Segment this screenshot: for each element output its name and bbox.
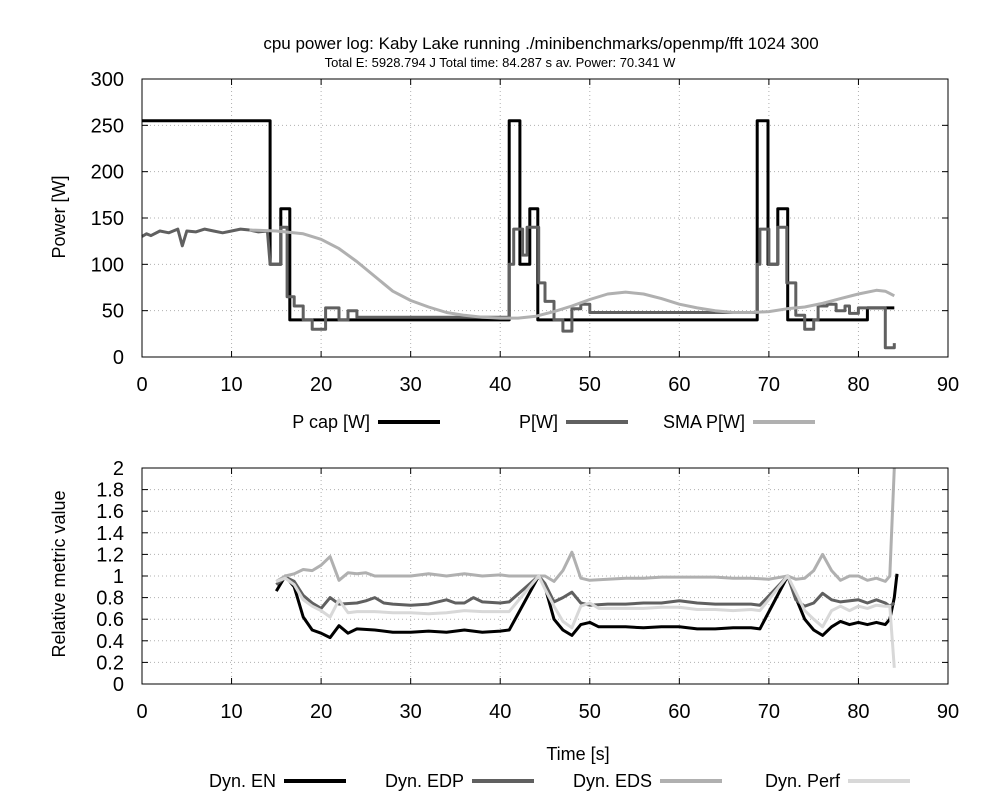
- metric-y-tick-label: 1: [113, 566, 124, 588]
- legend-label: Dyn. EDP: [385, 771, 464, 791]
- chart-subtitle: Total E: 5928.794 J Total time: 84.287 s…: [325, 55, 676, 70]
- metric-y-tick-label: 0.2: [96, 652, 124, 674]
- legend-label: SMA P[W]: [663, 412, 745, 432]
- metric-y-tick-label: 1.2: [96, 544, 124, 566]
- metric-series-dyn-eds: [275, 467, 896, 583]
- metric-x-tick-label: 90: [937, 701, 959, 723]
- power-series-p-cap-w: [142, 119, 895, 322]
- power-x-tick-label: 30: [400, 374, 422, 396]
- legend-label: Dyn. Perf: [765, 771, 841, 791]
- metric-y-tick-label: 0.6: [96, 609, 124, 631]
- power-legend: P cap [W] P[W] SMA P[W]: [292, 412, 815, 432]
- metric-series-dyn-en: [275, 573, 899, 640]
- power-series-p-w: [141, 225, 896, 350]
- power-x-tick-label: 0: [136, 374, 147, 396]
- metric-x-tick-label: 10: [220, 701, 242, 723]
- metric-x-tick-label: 20: [310, 701, 332, 723]
- power-series-sma-p-w: [249, 228, 895, 320]
- power-x-tick-label: 50: [579, 374, 601, 396]
- power-y-tick-label: 150: [91, 208, 124, 230]
- legend-label: Dyn. EDS: [573, 771, 652, 791]
- legend-label: Dyn. EN: [209, 771, 276, 791]
- legend-label: P cap [W]: [292, 412, 370, 432]
- power-chart: cpu power log: Kaby Lake running ./minib…: [49, 34, 959, 432]
- power-x-tick-label: 70: [758, 374, 780, 396]
- metric-series: [275, 467, 899, 668]
- metric-x-tick-label: 40: [489, 701, 511, 723]
- metric-x-tick-label: 60: [668, 701, 690, 723]
- metric-x-tick-label: 50: [579, 701, 601, 723]
- power-x-tick-label: 40: [489, 374, 511, 396]
- metric-legend: Dyn. EN Dyn. EDP Dyn. EDS Dyn. Perf: [209, 771, 910, 791]
- time-x-axis-label: Time [s]: [546, 744, 609, 764]
- metric-x-tick-label: 0: [136, 701, 147, 723]
- power-y-tick-label: 0: [113, 347, 124, 369]
- power-y-tick-label: 100: [91, 254, 124, 276]
- power-x-tick-label: 80: [847, 374, 869, 396]
- power-x-tick-label: 90: [937, 374, 959, 396]
- metric-series-dyn-edp: [275, 574, 896, 610]
- power-x-tick-label: 20: [310, 374, 332, 396]
- metric-y-tick-label: 1.8: [96, 480, 124, 502]
- metric-y-axis-label: Relative metric value: [49, 490, 69, 657]
- power-series: [141, 119, 896, 350]
- power-x-tick-label: 60: [668, 374, 690, 396]
- power-y-tick-label: 200: [91, 162, 124, 184]
- metric-y-tick-label: 0.4: [96, 631, 124, 653]
- power-x-tick-label: 10: [220, 374, 242, 396]
- metric-chart: Relative metric value Time [s] 0 10 20 30 40…: [49, 458, 959, 791]
- metric-grid: [142, 468, 948, 684]
- metric-y-tick-label: 2: [113, 458, 124, 480]
- chart-title: cpu power log: Kaby Lake running ./minib…: [263, 34, 818, 53]
- power-y-tick-label: 250: [91, 115, 124, 137]
- power-y-tick-label: 300: [91, 69, 124, 91]
- metric-ticks: 0 10 20 30 40 50 60 70 80 9000.20.40.60.811.21.41…: [96, 458, 959, 723]
- metric-y-tick-label: 0: [113, 674, 124, 696]
- metric-y-tick-label: 1.6: [96, 501, 124, 523]
- metric-series-dyn-perf: [275, 574, 896, 668]
- power-y-tick-label: 50: [102, 301, 124, 323]
- metric-x-tick-label: 30: [400, 701, 422, 723]
- legend-label: P[W]: [519, 412, 558, 432]
- metric-x-tick-label: 80: [847, 701, 869, 723]
- metric-x-tick-label: 70: [758, 701, 780, 723]
- metric-y-tick-label: 1.4: [96, 523, 124, 545]
- metric-y-tick-label: 0.8: [96, 588, 124, 610]
- power-ticks: 0 10 20 30 40 50 60 70 80 90 0 50 100 150 200 250 300: [91, 69, 960, 396]
- power-y-axis-label: Power [W]: [49, 175, 69, 258]
